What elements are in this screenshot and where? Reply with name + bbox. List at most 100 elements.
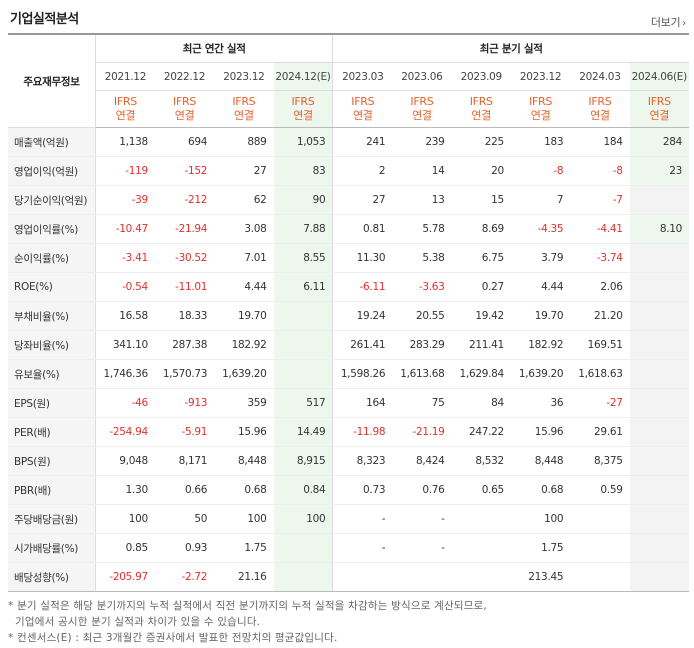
table-cell: 1,639.20 [510,359,571,389]
table-cell: -119 [95,156,155,186]
table-cell: 83 [273,156,333,186]
row-label: ROE(%) [8,272,96,302]
table-cell [273,301,333,331]
table-cell [570,504,630,534]
table-cell: -212 [154,185,215,215]
more-label: 더보기 [650,16,681,29]
table-cell: -11.01 [154,272,215,302]
table-row: 배당성향(%) -205.97 -2.72 21.16 213.45 [8,562,689,592]
table-cell: 182.92 [510,330,571,360]
table-cell: 19.70 [510,301,571,331]
table-cell: -3.41 [95,243,155,273]
table-row: 매출액(억원) 1,138 694 889 1,053 241 239 225 183 184 28… [8,127,689,157]
table-cell [629,417,689,447]
table-cell: 517 [273,388,333,418]
table-cell: 0.68 [510,475,571,505]
table-cell: 4.44 [214,272,274,302]
row-label: EPS(원) [8,388,96,418]
table-cell: -913 [154,388,215,418]
table-cell [629,388,689,418]
table-row: 주당배당금(원) 100 50 100 100- -100 [8,504,689,534]
table-cell: 0.27 [451,272,511,302]
table-cell: 1,746.36 [95,359,155,389]
table-cell: 164 [332,388,393,418]
table-cell: 8.10 [629,214,689,244]
table-cell: -152 [154,156,215,186]
table-cell [570,533,630,563]
ifrs-standard: IFRS [232,95,256,108]
table-cell: 8.55 [273,243,333,273]
table-cell [273,562,333,592]
ifrs-standard: IFRS [291,95,315,108]
footnotes: * 분기 실적은 해당 분기까지의 누적 실적에서 직전 분기까지의 누적 실적… [8,598,487,646]
table-cell [629,359,689,389]
table-cell [629,243,689,273]
ifrs-label: IFRS 연결 [570,90,630,128]
table-row: 시가배당률(%) 0.85 0.93 1.75- -1.75 [8,533,689,563]
table-cell: 90 [273,185,333,215]
ifrs-label: IFRS 연결 [332,90,393,128]
row-label: 유보율(%) [8,359,96,389]
table-cell: 27 [214,156,274,186]
ifrs-basis: 연결 [412,109,432,122]
table-cell: 5.38 [392,243,452,273]
more-link[interactable]: 더보기 › [651,14,686,30]
table-cell: -0.54 [95,272,155,302]
financial-table: 주요재무정보 최근 연간 실적 최근 분기 실적 2021.12 2022.12 2… [8,33,689,592]
table-cell [451,562,511,592]
table-cell: 15.96 [510,417,571,447]
table-cell: 3.79 [510,243,571,273]
table-cell: 1.75 [510,533,571,563]
table-cell: 2.06 [570,272,630,302]
table-cell [273,359,333,389]
table-cell: 36 [510,388,571,418]
footnote-line: * 컨센서스(E) : 최근 3개월간 증권사에서 발표한 전망치의 평균값입니… [8,632,338,644]
period-header: 2023.12 [510,62,571,91]
table-cell: -30.52 [154,243,215,273]
section-title: 기업실적분석 [10,12,79,27]
ifrs-label: IFRS 연결 [273,90,333,128]
table-cell: 11.30 [332,243,393,273]
table-cell [629,185,689,215]
table-row: 영업이익(억원) -119 -152 27 83 2 14 20 -8 -8 23 [8,156,689,186]
period-header: 2023.06 [392,62,452,91]
table-cell: 0.93 [154,533,215,563]
table-cell: 18.33 [154,301,215,331]
table-cell: 9,048 [95,446,155,476]
table-cell: 241 [332,127,393,157]
table-cell [629,533,689,563]
table-cell: -4.35 [510,214,571,244]
table-cell: 5.78 [392,214,452,244]
table-cell: 1,618.63 [570,359,630,389]
table-cell: -3.63 [392,272,452,302]
table-cell: 84 [451,388,511,418]
table-cell: 20 [451,156,511,186]
table-cell: 182.92 [214,330,274,360]
row-label: 시가배당률(%) [8,533,96,563]
table-cell: 0.66 [154,475,215,505]
table-cell [629,562,689,592]
table-cell: 247.22 [451,417,511,447]
table-cell: 0.59 [570,475,630,505]
footnote-line: * 분기 실적은 해당 분기까지의 누적 실적에서 직전 분기까지의 누적 실적… [8,600,487,612]
table-cell: -3.74 [570,243,630,273]
table-cell [629,504,689,534]
table-cell: 8,915 [273,446,333,476]
period-header: 2024.06(E) [629,62,689,91]
table-row: PBR(배) 1.30 0.66 0.68 0.84 0.73 0.76 0.65 0.68 0.… [8,475,689,505]
table-cell: 50 [154,504,215,534]
table-cell: 284 [629,127,689,157]
table-cell: -6.11 [332,272,393,302]
table-cell: 29.61 [570,417,630,447]
ifrs-label: IFRS 연결 [95,90,155,128]
row-label: 매출액(억원) [8,127,96,157]
row-label: 당기순이익(억원) [8,185,96,215]
table-cell: 169.51 [570,330,630,360]
table-body: 매출액(억원) 1,138 694 889 1,053 241 239 225 183 184 28… [8,127,689,592]
table-cell: 2 [332,156,393,186]
ifrs-basis: 연결 [115,109,136,122]
table-row: 유보율(%) 1,746.36 1,570.73 1,639.20 1,598.26 1,… [8,359,689,389]
table-cell [629,446,689,476]
table-cell: -39 [95,185,155,215]
table-cell: -5.91 [154,417,215,447]
